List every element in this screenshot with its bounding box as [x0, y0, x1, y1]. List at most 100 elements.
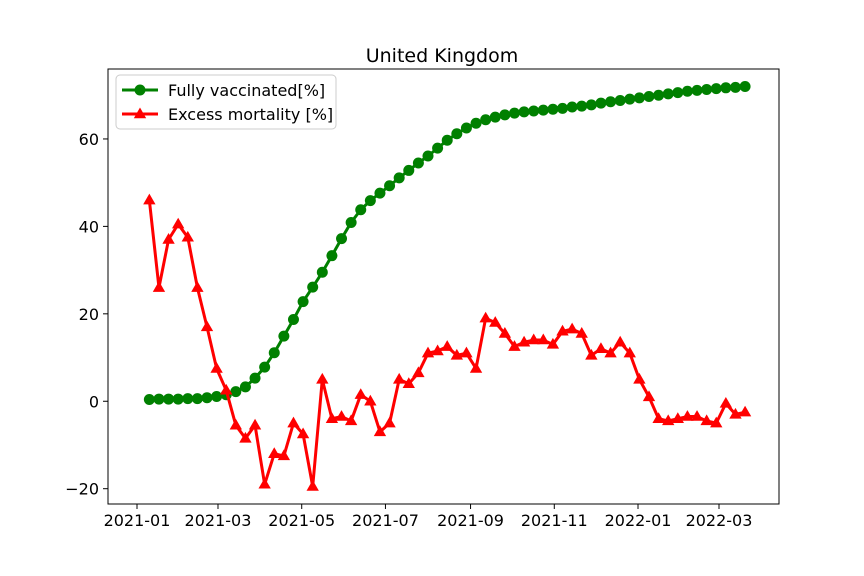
- data-point: [489, 111, 501, 123]
- data-point: [508, 340, 521, 351]
- data-point: [662, 414, 675, 426]
- data-point: [489, 316, 502, 327]
- data-point: [528, 105, 540, 117]
- data-point: [326, 250, 338, 262]
- data-point: [422, 150, 434, 162]
- data-point: [624, 93, 636, 105]
- data-point: [421, 346, 435, 358]
- data-point: [268, 347, 280, 359]
- data-point: [383, 416, 396, 428]
- axes: 2021-01 2021-03 2021-05 2021-07 2021-09 2021-…: [65, 130, 752, 530]
- data-point: [325, 412, 339, 423]
- data-point: [153, 393, 165, 405]
- data-point: [575, 326, 588, 338]
- legend-marker: [133, 107, 147, 119]
- data-point: [643, 91, 655, 103]
- data-point: [403, 164, 415, 176]
- data-point: [316, 266, 328, 278]
- data-point: [412, 366, 425, 378]
- x-tick-label: 2021-11: [521, 511, 588, 530]
- data-point: [181, 230, 194, 242]
- y-tick-label: 0: [89, 392, 99, 411]
- data-point: [719, 396, 733, 408]
- data-point: [537, 104, 549, 116]
- data-point: [700, 414, 713, 426]
- y-tick-label: −20: [65, 480, 99, 499]
- data-point: [335, 410, 348, 421]
- data-point: [249, 372, 261, 384]
- data-point: [316, 372, 329, 384]
- data-point: [384, 180, 396, 192]
- data-point: [633, 372, 646, 384]
- data-point: [547, 103, 559, 115]
- data-point: [681, 85, 693, 97]
- x-tick-label: 2022-01: [605, 511, 672, 530]
- data-point: [441, 134, 453, 146]
- data-point: [431, 344, 444, 356]
- data-point: [172, 217, 185, 229]
- x-tick-label: 2022-03: [686, 511, 753, 530]
- data-point: [211, 390, 223, 402]
- y-tick-label: 60: [79, 130, 99, 149]
- data-point: [594, 342, 608, 354]
- data-point: [307, 281, 319, 293]
- data-point: [374, 187, 386, 199]
- x-tick-label: 2021-09: [437, 511, 504, 530]
- data-point: [297, 296, 309, 308]
- data-point: [364, 195, 376, 207]
- data-point: [642, 390, 656, 402]
- data-point: [604, 346, 617, 358]
- data-point: [354, 388, 367, 399]
- data-point: [259, 361, 271, 373]
- data-point: [200, 320, 214, 332]
- data-point: [277, 449, 291, 461]
- data-point: [230, 386, 242, 398]
- y-tick-label: 20: [79, 305, 99, 324]
- data-point: [556, 324, 569, 336]
- data-point: [191, 281, 204, 292]
- data-point: [239, 431, 252, 443]
- data-point: [402, 377, 415, 388]
- legend-label: Excess mortality [%]: [168, 105, 333, 124]
- x-tick-label: 2021-07: [352, 511, 419, 530]
- data-point: [479, 311, 492, 323]
- data-point: [201, 392, 213, 404]
- axes-frame: [107, 68, 780, 505]
- chart-title: United Kingdom: [366, 45, 519, 67]
- data-point: [739, 80, 751, 92]
- data-point: [681, 410, 694, 421]
- data-point: [460, 346, 473, 358]
- data-point: [336, 233, 348, 245]
- data-point: [690, 410, 704, 421]
- legend-box: [115, 74, 337, 130]
- data-point: [172, 393, 184, 405]
- data-point: [191, 393, 203, 405]
- data-point: [701, 84, 713, 96]
- data-point: [220, 383, 233, 395]
- data-point: [517, 335, 531, 347]
- data-point: [470, 117, 482, 129]
- data-point: [508, 107, 520, 119]
- legend-entry: Excess mortality [%]: [122, 105, 333, 124]
- data-point: [432, 142, 444, 154]
- data-point: [652, 412, 665, 423]
- data-point: [451, 128, 463, 140]
- data-point: [364, 394, 377, 406]
- data-point: [729, 407, 742, 419]
- data-point: [633, 92, 645, 104]
- legend-label: Fully vaccinated[%]: [168, 81, 325, 100]
- data-point: [287, 416, 300, 428]
- legend: Fully vaccinated[%] Excess mortality [%]: [115, 74, 337, 130]
- data-point: [691, 84, 703, 96]
- data-point: [729, 81, 741, 93]
- data-point: [614, 94, 626, 106]
- data-point: [163, 393, 175, 405]
- data-point: [605, 96, 617, 108]
- data-point: [623, 346, 636, 358]
- data-point: [671, 412, 684, 423]
- data-point: [229, 418, 243, 430]
- data-point: [152, 281, 166, 292]
- data-point: [566, 101, 578, 113]
- y-tick-label: 40: [79, 217, 99, 236]
- data-point: [653, 89, 665, 101]
